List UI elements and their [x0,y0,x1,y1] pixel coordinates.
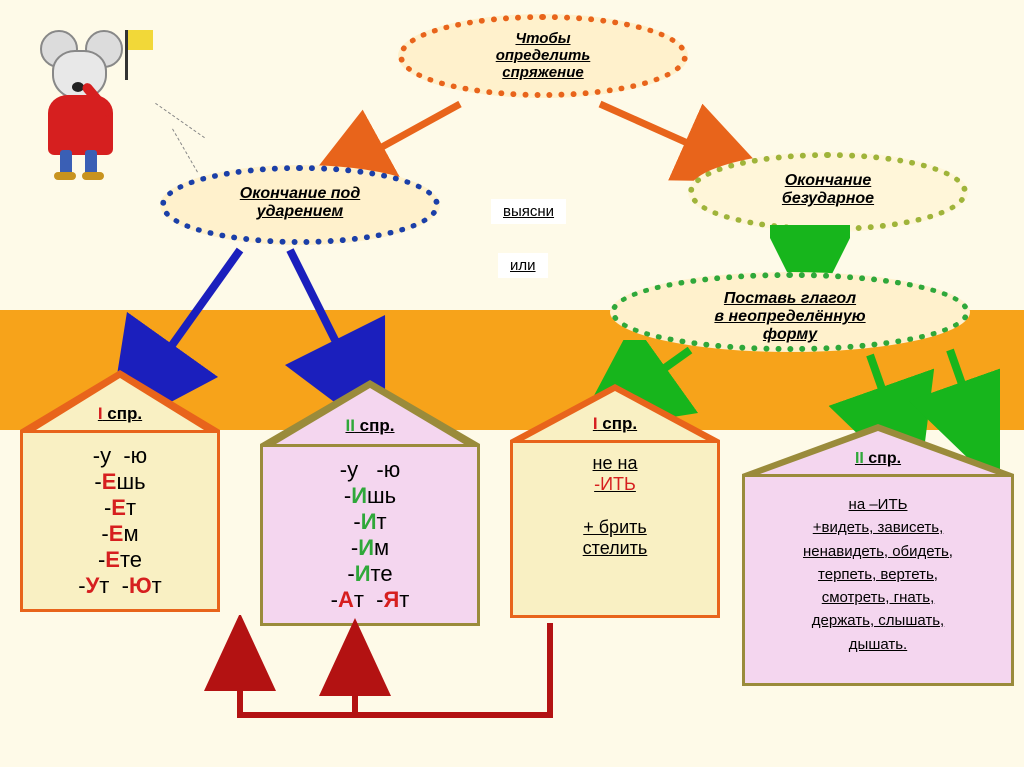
h4-l1: на –ИТЬ [751,493,1005,516]
h4-l4: терпеть, вертеть, [751,563,1005,586]
house-1-conj1-stressed: I спр. -у -ю -Ешь -Ет -Ем -Ете -Ут -Ют [20,370,220,612]
stressed-l2: ударением [166,203,434,221]
h4-l5: смотреть, гнать, [751,586,1005,609]
house-4-conj2-unstressed: II спр. на –ИТЬ +видеть, зависеть, ненав… [742,424,1014,686]
h3-l3: + брить [519,517,711,538]
oval-unstressed-ending: Окончание безударное [688,152,968,232]
infin-l2: в неопределённую [616,308,964,326]
house-1-body: -у -ю -Ешь -Ет -Ем -Ете -Ут -Ют [20,430,220,612]
h3-l4: стелить [519,538,711,559]
house-2-conj2-stressed: II спр. -у -ю -Ишь -Ит -Им -Ите -Ат -Ят [260,380,480,626]
oval-infinitive: Поставь глагол в неопределённую форму [610,272,970,352]
h3-l1: не на [519,453,711,474]
house-2-body: -у -ю -Ишь -Ит -Им -Ите -Ат -Ят [260,444,480,626]
infin-l3: форму [616,326,964,344]
stressed-l1: Окончание под [166,185,434,203]
h3-l2: -ИТЬ [519,474,711,495]
house-3-body: не на -ИТЬ + брить стелить [510,440,720,618]
house-4-roof-label: II спр. [742,450,1014,468]
house-3-roof-label: I спр. [510,414,720,434]
title-line2: определить [404,47,682,64]
title-line1: Чтобы [404,30,682,47]
dashed-line [172,129,198,173]
label-or: или [498,253,548,278]
house-3-conj1-unstressed: I спр. не на -ИТЬ + брить стелить [510,384,720,618]
infin-l1: Поставь глагол [616,290,964,308]
oval-title: Чтобы определить спряжение [398,14,688,98]
h4-l6: держать, слышать, [751,609,1005,632]
label-clarify: выясни [491,199,566,224]
oval-stressed-ending: Окончание под ударением [160,165,440,245]
arrows-red-bottom [200,615,600,745]
h4-l2: +видеть, зависеть, [751,516,1005,539]
h4-l7: дышать. [751,633,1005,656]
unstressed-l2: безударное [694,190,962,208]
mouse-mascot [30,20,150,190]
h4-l3: ненавидеть, обидеть, [751,540,1005,563]
title-line3: спряжение [404,64,682,81]
unstressed-l1: Окончание [694,172,962,190]
dashed-line [155,103,205,138]
house-2-roof-label: II спр. [260,416,480,436]
house-4-body: на –ИТЬ +видеть, зависеть, ненавидеть, о… [742,474,1014,686]
house-1-roof-label: I спр. [20,404,220,424]
